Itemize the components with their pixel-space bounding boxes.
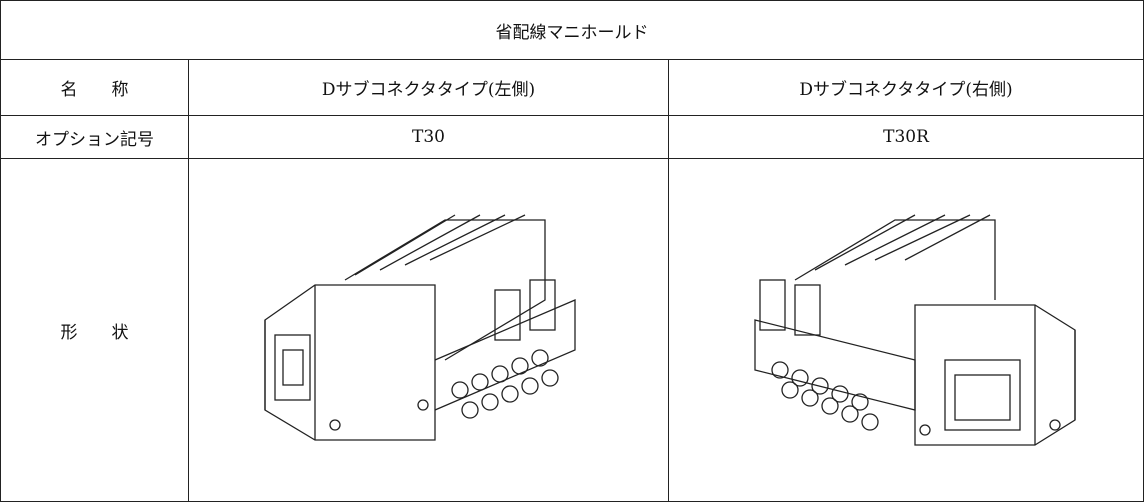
row-label: 形 状	[0, 158, 189, 502]
image-cell	[668, 158, 1144, 502]
cell-text: T30	[188, 115, 669, 159]
row-label: オプション記号	[0, 115, 189, 159]
row-label: 名 称	[0, 59, 189, 116]
cell-text: Dサブコネクタタイプ(左側)	[188, 59, 669, 116]
cell-text: T30R	[668, 115, 1144, 159]
manifold-drawing-left	[264, 214, 576, 441]
table-title: 省配線マニホールド	[0, 0, 1144, 60]
cell-text: Dサブコネクタタイプ(右側)	[668, 59, 1144, 116]
manifold-drawing-right	[754, 214, 1076, 446]
image-cell	[188, 158, 669, 502]
